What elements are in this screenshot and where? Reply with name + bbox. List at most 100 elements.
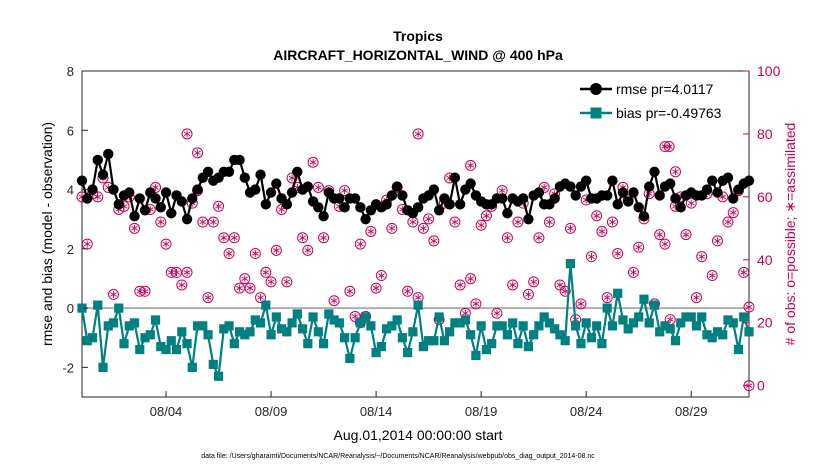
rmse-point (334, 193, 345, 204)
obs-assimilated-marker (462, 311, 469, 316)
bias-point (707, 333, 717, 343)
obs-assimilated-marker (178, 282, 186, 288)
obs-count-point (706, 270, 718, 282)
obs-count-point (239, 273, 251, 285)
rmse-point (670, 193, 681, 204)
rmse-point (386, 190, 398, 201)
obs-possible-marker (533, 232, 545, 244)
rmse-point (612, 199, 623, 210)
bias-point (618, 315, 628, 325)
obs-assimilated-marker (745, 304, 753, 310)
obs-possible-marker (696, 251, 708, 263)
obs-count-point (690, 292, 702, 304)
bias-point (276, 324, 287, 334)
obs-count-point (470, 298, 482, 310)
bias-point (382, 324, 392, 334)
obs-possible-marker (575, 298, 587, 310)
bias-point (544, 318, 555, 328)
rmse-point (433, 205, 445, 216)
obs-assimilated-marker (530, 279, 538, 285)
obs-assimilated-marker (708, 273, 716, 278)
bias-point (560, 336, 570, 346)
obs-assimilated-marker (241, 276, 249, 281)
obs-possible-marker (680, 229, 692, 241)
obs-possible-marker (543, 216, 555, 228)
obs-count-point (297, 232, 309, 244)
obs-possible-marker (559, 285, 571, 297)
obs-count-point (92, 191, 104, 203)
bias-point (739, 312, 749, 322)
bias-point (287, 318, 297, 328)
obs-count-point (260, 266, 272, 278)
obs-possible-marker (228, 232, 240, 244)
bias-point (135, 344, 145, 355)
plot-area (81, 70, 750, 398)
obs-assimilated-marker (598, 229, 606, 234)
rmse-point (465, 178, 476, 189)
rmse-point (523, 213, 534, 225)
obs-count-point (281, 276, 293, 288)
bias-point (592, 321, 602, 331)
obs-count-point (727, 207, 739, 219)
bias-point (686, 312, 696, 322)
bias-point (581, 318, 591, 328)
bias-point (119, 339, 129, 349)
bias-point (266, 330, 276, 340)
y-axis-left-ticks: -2 0 2 4 6 8 (62, 64, 88, 375)
bias-point (655, 327, 665, 337)
obs-count-point (423, 213, 435, 225)
obs-possible-marker (218, 232, 230, 244)
obs-assimilated-marker (320, 235, 327, 240)
bias-point (445, 327, 455, 337)
bias-point (466, 330, 476, 340)
bias-point (261, 300, 271, 310)
bias-point (492, 321, 502, 331)
obs-assimilated-marker (609, 219, 616, 225)
obs-count-point (659, 238, 671, 250)
y-tick-label: 4 (67, 183, 74, 198)
obs-possible-marker (612, 248, 624, 260)
rmse-point (517, 193, 529, 204)
y-axis-right-ticks: 0 20 40 60 80 100 (743, 63, 781, 394)
obs-possible-marker (659, 238, 671, 250)
rmse-point (722, 172, 734, 183)
bias-point (513, 339, 523, 349)
bias-point (550, 324, 560, 334)
obs-possible-marker (465, 273, 477, 285)
obs-possible-marker (601, 292, 613, 304)
bias-series (77, 259, 754, 381)
rmse-point (124, 187, 135, 198)
obs-assimilated-marker (225, 251, 233, 256)
y-right-tick-label: 40 (757, 252, 773, 268)
rmse-point (580, 175, 592, 186)
rmse-point (502, 208, 513, 219)
bias-point (339, 333, 350, 343)
rmse-point (265, 187, 277, 198)
obs-possible-marker (412, 128, 424, 140)
bias-point (213, 371, 224, 381)
obs-count-point (249, 248, 261, 260)
obs-count-point (312, 181, 324, 193)
bias-point (502, 330, 513, 340)
bias-point (182, 339, 192, 349)
obs-possible-marker (507, 279, 519, 291)
obs-assimilated-marker (430, 238, 438, 244)
obs-count-point (585, 251, 597, 263)
obs-assimilated-marker (131, 226, 138, 231)
obs-count-point (696, 251, 708, 263)
obs-count-point (181, 266, 193, 278)
bias-point (487, 339, 497, 349)
bias-point (366, 321, 376, 331)
obs-possible-marker (312, 181, 324, 193)
bias-point (418, 342, 428, 352)
rmse-point (391, 181, 403, 192)
obs-possible-marker (480, 210, 492, 222)
legend-bias-marker (590, 107, 602, 119)
obs-count-point (339, 185, 351, 197)
obs-assimilated-marker (472, 301, 480, 307)
obs-assimilated-marker (236, 285, 243, 291)
bias-point (634, 312, 644, 322)
obs-assimilated-marker (483, 213, 490, 218)
bias-point (303, 339, 313, 349)
x-axis-ticks: 08/04 08/09 08/14 08/19 08/24 08/29 (150, 391, 708, 419)
